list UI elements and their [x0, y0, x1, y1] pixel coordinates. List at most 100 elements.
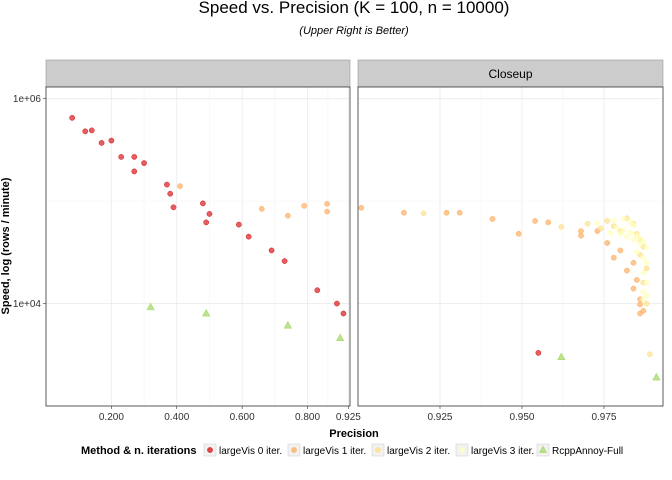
data-point: [131, 168, 138, 175]
data-point: [558, 224, 565, 230]
data-point: [177, 183, 183, 189]
data-point: [167, 190, 174, 197]
legend-key: [375, 447, 381, 453]
series-largevis-0-iter-: [69, 114, 347, 317]
data-point: [597, 225, 604, 232]
data-point: [420, 210, 427, 217]
legend-key: [291, 447, 297, 453]
data-point: [640, 269, 647, 276]
legend-label: RcppAnnoy-Full: [552, 446, 623, 457]
x-tick-label: 0.950: [509, 412, 534, 423]
data-point: [489, 216, 496, 222]
legend-entry: largeVis 2 iter.: [371, 443, 450, 457]
data-point: [630, 259, 637, 266]
data-point: [652, 372, 661, 381]
data-point: [584, 220, 591, 227]
data-point: [146, 302, 155, 311]
x-tick-label: 0.925: [336, 412, 361, 423]
data-point: [88, 127, 95, 134]
data-point: [620, 227, 627, 234]
data-point: [324, 208, 330, 215]
series-largevis-1-iter-: [177, 183, 330, 219]
data-point: [614, 224, 620, 231]
data-point: [118, 154, 125, 160]
data-point: [604, 218, 611, 224]
data-point: [281, 258, 288, 264]
data-point: [640, 289, 647, 295]
data-point: [643, 244, 650, 251]
data-point: [637, 310, 643, 317]
x-tick-label: 0.800: [295, 412, 320, 423]
y-tick-label: 1e+06: [13, 94, 42, 105]
data-point: [283, 320, 292, 329]
data-point: [610, 217, 617, 224]
data-point: [643, 265, 650, 272]
data-point: [643, 292, 650, 299]
legend: Method & n. iterations largeVis 0 iter. l…: [81, 443, 623, 457]
data-point: [643, 259, 650, 266]
data-point: [643, 279, 650, 286]
data-point: [245, 233, 252, 240]
data-point: [206, 211, 213, 217]
panel-strip-label: Closeup: [488, 67, 532, 81]
panel-strip: [357, 59, 664, 88]
data-point: [633, 248, 640, 255]
legend-entry: largeVis 1 iter.: [287, 443, 366, 457]
data-point: [594, 220, 601, 226]
data-point: [630, 285, 637, 292]
chart-title: Speed vs. Precision (K = 100, n = 10000): [199, 0, 510, 17]
data-point: [258, 206, 265, 212]
data-point: [640, 296, 647, 303]
data-point: [557, 352, 566, 361]
panel-border: [357, 86, 664, 407]
data-point: [301, 202, 308, 209]
data-point: [578, 232, 584, 239]
data-point: [164, 181, 170, 188]
data-point: [624, 267, 630, 274]
legend-key: [459, 447, 465, 453]
data-point: [98, 140, 105, 146]
data-point: [643, 300, 650, 307]
x-tick-label: 0.975: [591, 412, 616, 423]
data-point: [532, 218, 538, 224]
data-point: [610, 254, 617, 261]
data-point: [604, 240, 611, 246]
y-axis-title: Speed, log (rows / minute): [0, 177, 12, 314]
data-point: [647, 351, 653, 358]
data-point: [202, 308, 211, 317]
plot-panels: 0.200 0.400 0.600 0.800 0.925 1e+06 1e+04 Close…: [13, 59, 664, 423]
legend-entry: largeVis 3 iter.: [455, 443, 534, 457]
data-point: [640, 254, 647, 261]
chart-subtitle: (Upper Right is Better): [299, 25, 409, 37]
data-point: [627, 218, 634, 225]
legend-label: largeVis 2 iter.: [387, 446, 450, 457]
data-point: [401, 209, 407, 216]
legend-key: [538, 445, 548, 453]
series-rcppannoy-full: [557, 352, 661, 381]
data-point: [630, 222, 637, 229]
data-point: [203, 219, 210, 226]
data-point: [607, 230, 614, 236]
series-rcppannoy-full: [146, 302, 345, 342]
series-largevis-1-iter-: [358, 204, 647, 317]
legend-key: [207, 447, 213, 453]
legend-entry: largeVis 0 iter.: [203, 443, 282, 457]
panel-1: 0.200 0.400 0.600 0.800 0.925 1e+06 1e+04: [13, 59, 361, 423]
data-point: [624, 233, 630, 240]
data-point: [268, 247, 275, 254]
data-point: [617, 247, 624, 254]
legend-title: Method & n. iterations: [81, 445, 197, 457]
x-tick-label: 0.600: [230, 412, 255, 423]
data-point: [108, 137, 115, 144]
y-tick-label: 1e+04: [13, 299, 42, 310]
data-point: [69, 114, 76, 121]
series-largevis-3-iter-: [594, 216, 650, 303]
data-point: [515, 230, 522, 237]
x-tick-label: 0.400: [164, 412, 189, 423]
x-tick-label: 0.925: [427, 412, 452, 423]
data-point: [236, 221, 242, 228]
data-point: [324, 201, 330, 207]
legend-label: largeVis 0 iter.: [219, 446, 282, 457]
legend-label: largeVis 1 iter.: [303, 446, 366, 457]
